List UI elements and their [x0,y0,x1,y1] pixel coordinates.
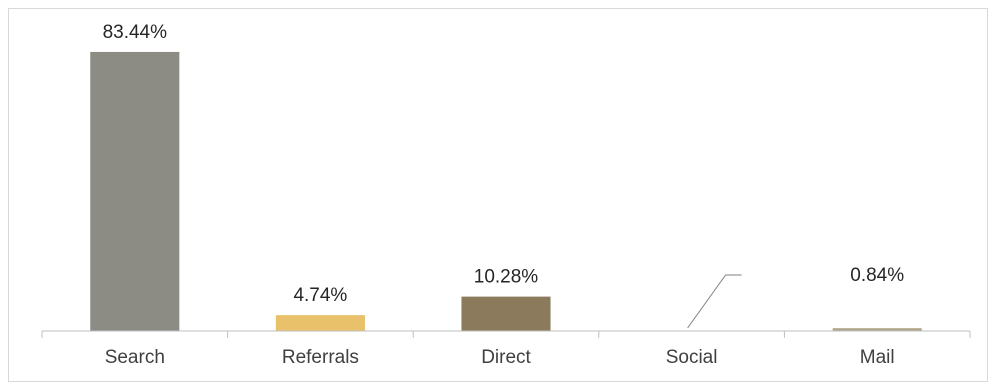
data-label-referrals: 4.74% [293,285,347,306]
bar-referrals [275,315,365,331]
x-tick-label-mail: Mail [860,347,895,368]
bar-direct [461,296,551,331]
category-labels-group: Search Referrals Direct Social Mail [105,347,895,368]
value-labels-group: 83.44% 4.74% 10.28% 0.84% [103,22,904,329]
data-label-mail: 0.84% [850,265,904,286]
x-tick-label-social: Social [666,347,718,368]
x-axis [41,330,971,338]
data-label-search: 83.44% [103,22,168,43]
data-label-direct: 10.28% [474,267,539,288]
x-tick-label-search: Search [105,347,165,368]
leader-line-social [687,274,742,329]
bar-search [90,51,180,332]
x-tick-label-direct: Direct [481,347,531,368]
bars-group [90,51,922,332]
bar-mail [832,328,922,331]
x-tick-label-referrals: Referrals [282,347,359,368]
